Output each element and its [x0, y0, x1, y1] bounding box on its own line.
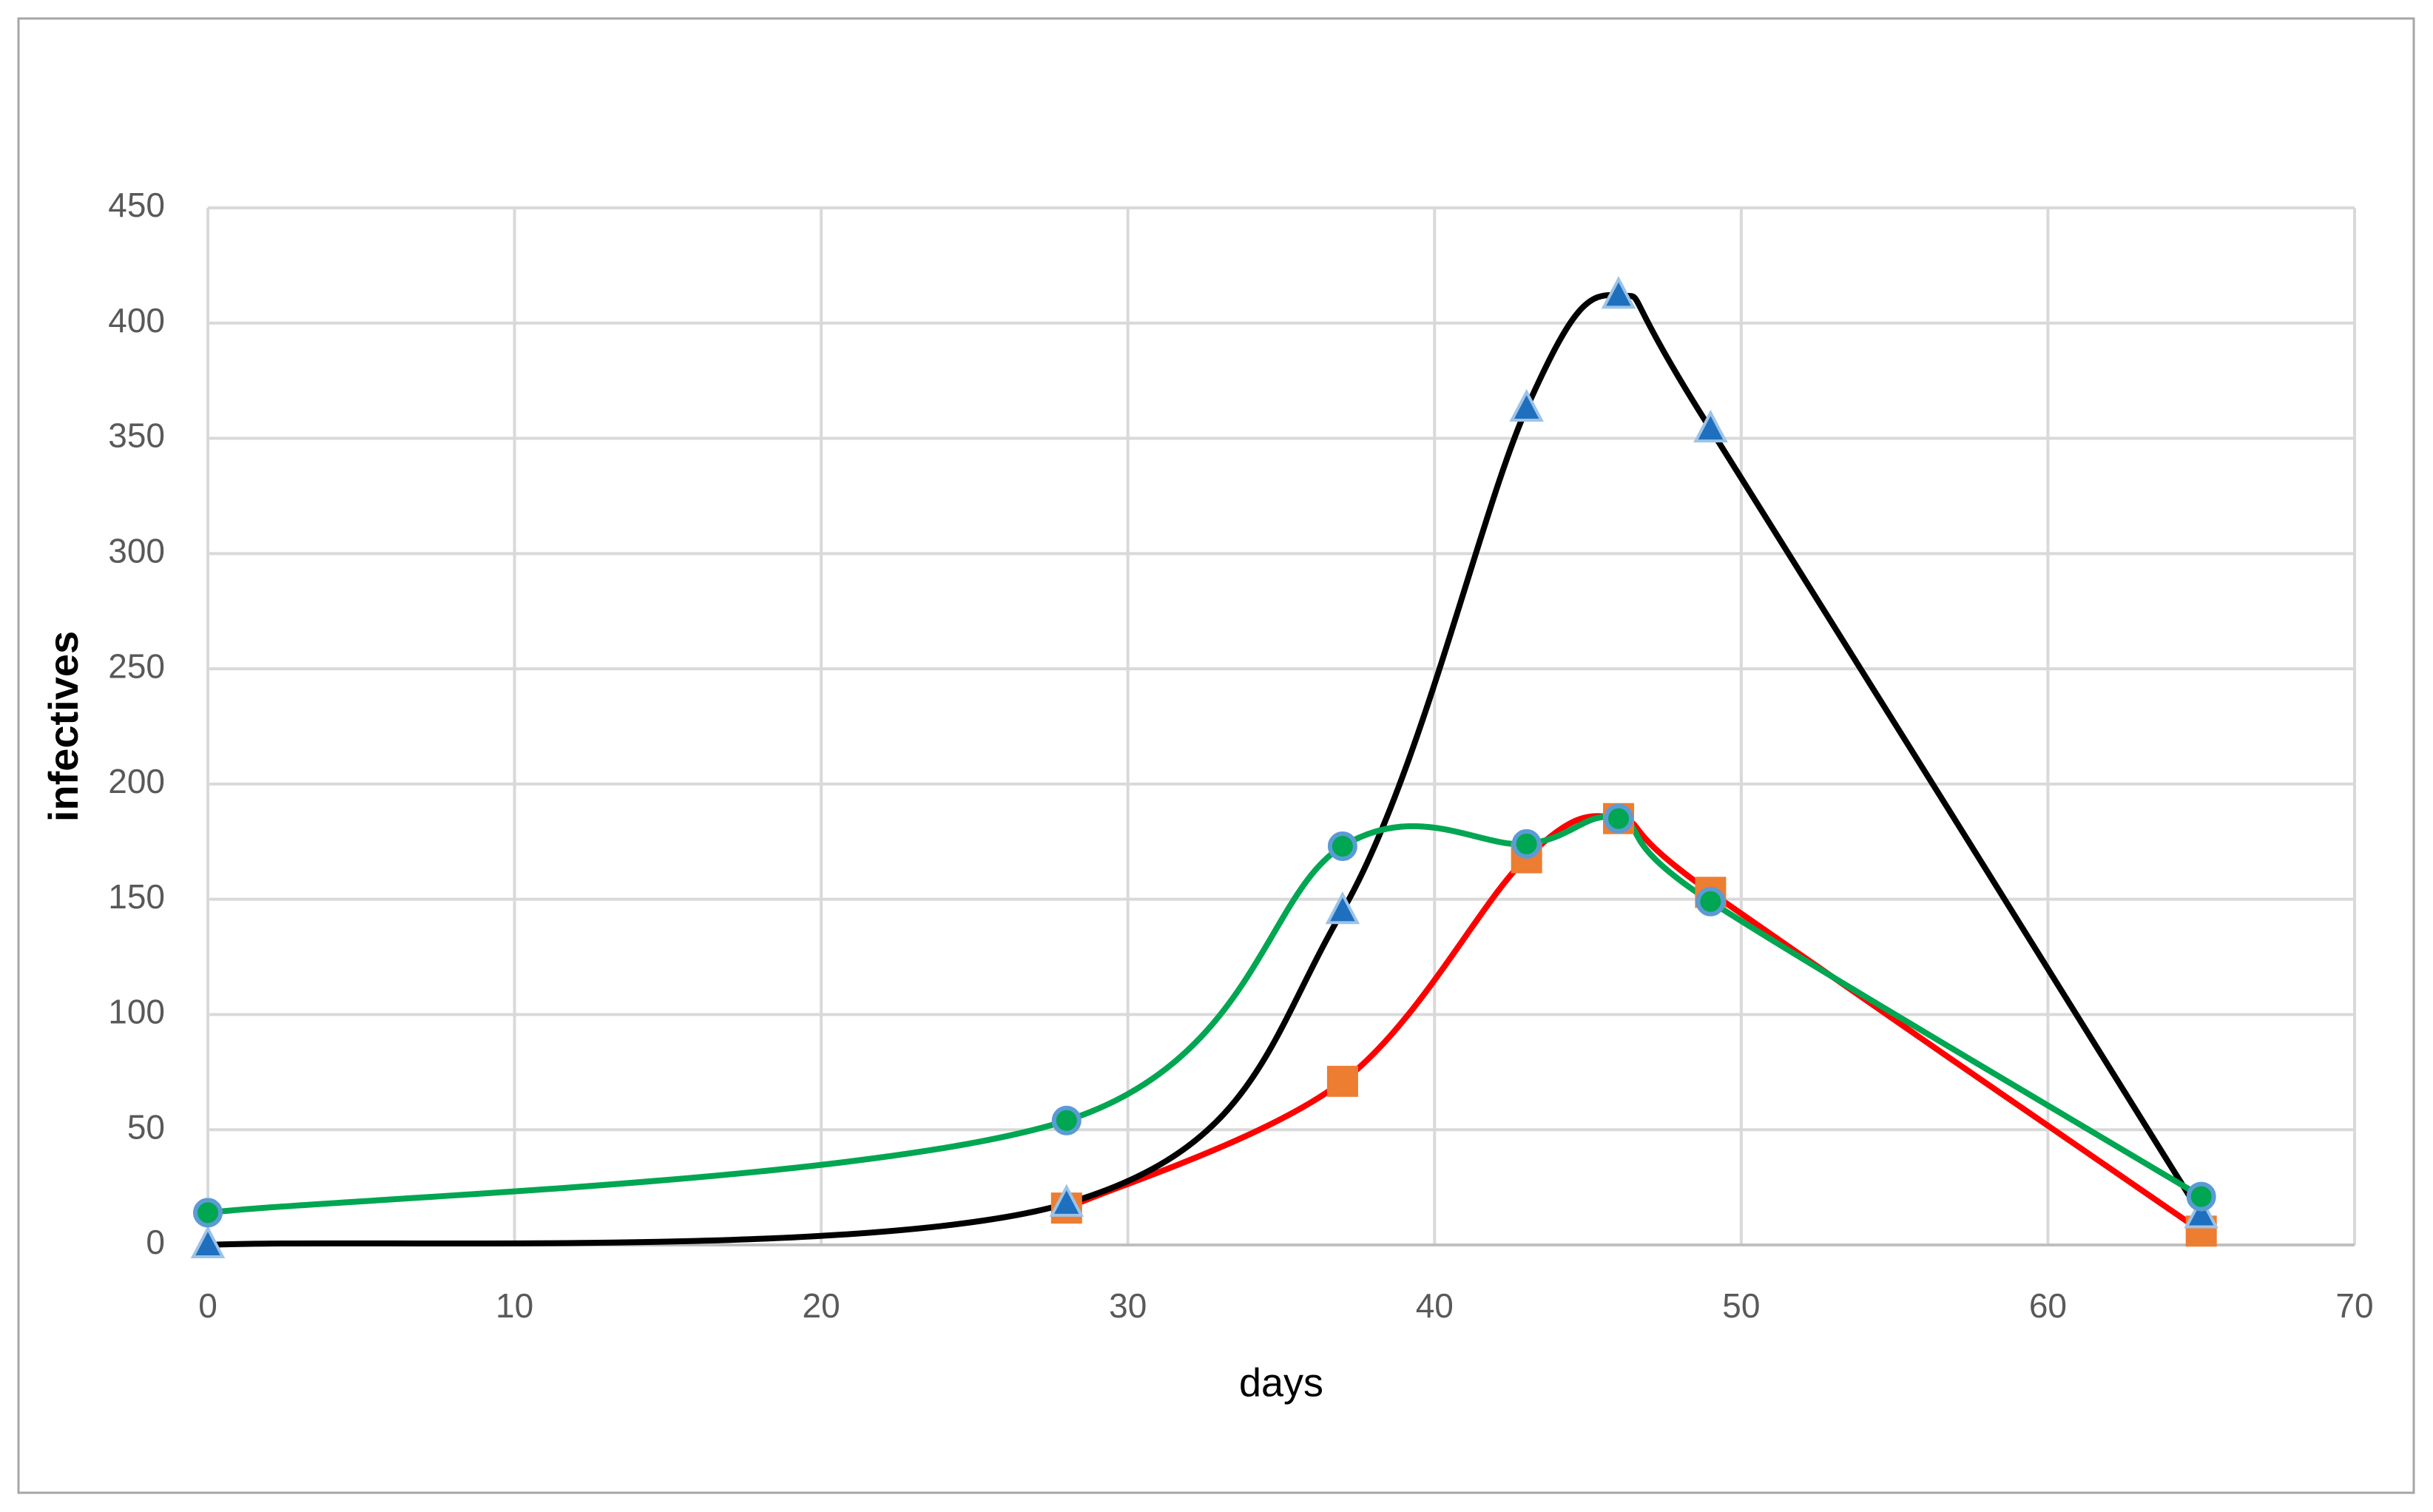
square-marker — [1326, 1065, 1358, 1097]
x-tick-label: 20 — [803, 1286, 840, 1325]
y-tick-label: 50 — [127, 1107, 165, 1146]
x-tick-label: 30 — [1109, 1286, 1147, 1325]
x-axis-title: days — [1239, 1360, 1323, 1405]
series-line — [1065, 813, 2203, 1234]
triangle-marker — [1509, 388, 1544, 422]
circle-marker — [2186, 1181, 2216, 1212]
y-tick-label: 450 — [108, 186, 165, 224]
circle-marker — [1695, 886, 1726, 917]
circle-marker — [1604, 803, 1634, 834]
y-tick-label: 250 — [108, 647, 165, 685]
y-tick-label: 400 — [108, 301, 165, 340]
y-axis-title: infectives — [40, 631, 87, 822]
x-tick-label: 50 — [1722, 1286, 1760, 1325]
x-tick-label: 40 — [1416, 1286, 1454, 1325]
triangle-marker — [1601, 276, 1636, 309]
circle-marker — [1051, 1105, 1081, 1135]
y-tick-label: 350 — [108, 416, 165, 455]
series-line — [207, 291, 2204, 1248]
y-tick-label: 150 — [108, 877, 165, 916]
x-tick-label: 0 — [198, 1286, 217, 1325]
circle-marker — [1327, 831, 1357, 862]
y-tick-label: 0 — [146, 1223, 165, 1261]
triangle-marker — [1325, 891, 1360, 925]
series-line — [207, 814, 2203, 1216]
chart-frame — [17, 17, 2415, 1494]
y-tick-label: 300 — [108, 531, 165, 570]
y-tick-label: 100 — [108, 993, 165, 1031]
triangle-marker — [190, 1225, 226, 1258]
x-tick-label: 60 — [2029, 1286, 2067, 1325]
triangle-marker — [2184, 1195, 2219, 1229]
x-tick-label: 70 — [2335, 1286, 2373, 1325]
y-tick-label: 200 — [108, 762, 165, 800]
triangle-marker — [1693, 409, 1728, 443]
circle-marker — [193, 1198, 223, 1228]
x-tick-label: 10 — [496, 1286, 533, 1325]
circle-marker — [1511, 828, 1542, 859]
triangle-marker — [1049, 1184, 1084, 1217]
